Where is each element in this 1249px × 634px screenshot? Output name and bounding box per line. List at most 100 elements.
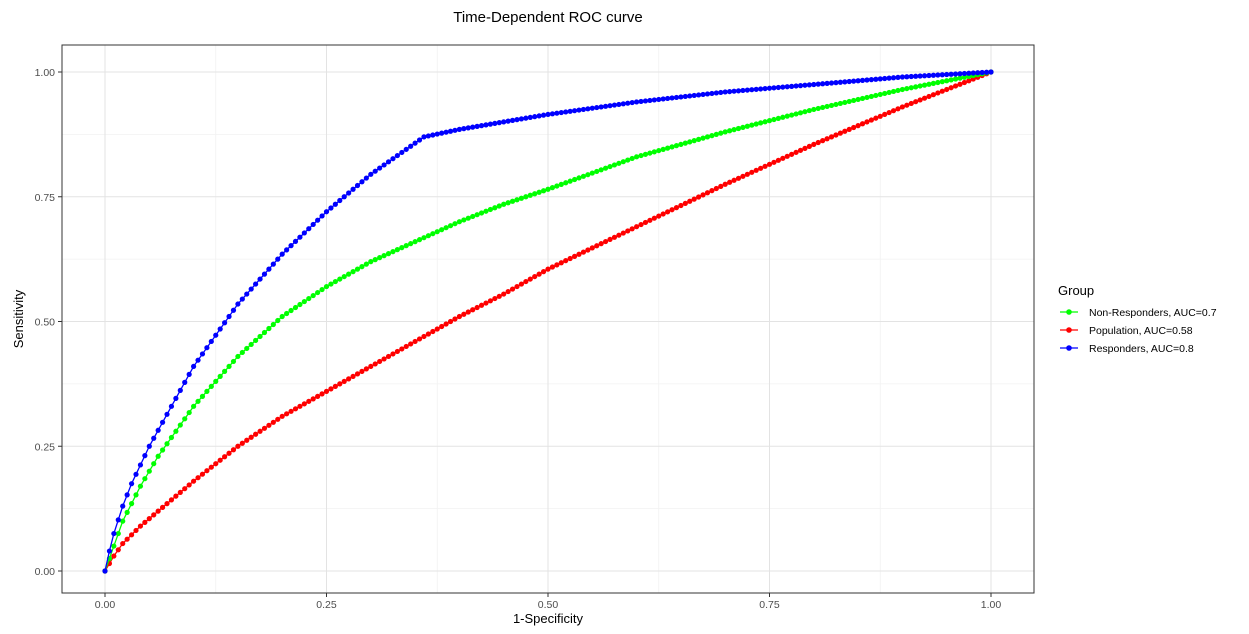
data-point [168,434,175,441]
data-point [704,91,711,97]
series-group [102,69,994,574]
data-point [580,173,587,179]
data-point [620,230,626,236]
data-point [696,136,702,142]
data-point [111,553,117,559]
data-point [647,97,653,104]
data-point [576,175,582,181]
y-tick-label: 0.50 [35,317,56,329]
data-point [797,83,804,89]
data-point [483,122,489,128]
data-point [842,128,848,134]
data-point [434,326,440,332]
data-point [430,132,436,138]
data-point [882,111,888,118]
data-point [594,243,600,249]
y-tick-label: 0.25 [35,441,56,453]
data-point [439,130,445,136]
data-point [864,94,870,101]
data-point [492,120,498,126]
data-point [204,468,210,474]
data-point [961,79,968,86]
data-point [620,159,626,165]
data-point [567,255,573,262]
data-point [571,108,578,114]
data-point [749,87,755,93]
data-point [930,80,937,86]
data-point [607,103,613,109]
data-point [665,145,671,151]
legend-key-point [1066,309,1072,315]
data-point [253,431,259,437]
data-point [279,313,285,320]
data-point [753,167,759,173]
y-axis-label: Sensitivity [11,289,26,348]
data-point [151,435,157,441]
data-point [257,333,263,340]
data-point [948,71,954,77]
data-point [837,79,843,85]
data-point [461,217,467,223]
data-point [208,338,214,345]
data-point [403,146,409,152]
data-point [470,213,476,220]
data-point [758,120,764,126]
data-point [722,89,728,95]
data-point [917,97,923,103]
data-point [890,75,897,81]
data-point [895,106,901,112]
data-point [886,75,892,81]
data-point [957,81,963,87]
data-point [762,163,768,169]
data-point [744,123,750,129]
data-point [651,149,657,155]
data-point [766,161,773,167]
data-point [988,69,994,75]
data-point [532,191,538,197]
data-point [682,200,688,206]
data-point [146,468,152,474]
data-point [439,323,445,330]
data-point [394,348,400,355]
data-point [390,351,396,357]
data-point [346,376,352,382]
data-point [275,416,281,422]
data-point [235,443,241,449]
data-point [381,356,387,362]
data-point [297,301,303,308]
data-point [704,190,711,196]
data-point [895,74,901,80]
data-point [319,391,325,397]
data-point [350,269,356,275]
legend-key-point [1066,327,1072,333]
data-point [483,208,489,214]
data-point [474,212,480,218]
data-point [230,307,237,313]
data-point [159,504,166,510]
data-point [718,130,724,136]
data-point [598,104,604,110]
data-point [966,78,972,84]
data-point [775,84,781,91]
data-point [195,357,201,363]
data-point [496,203,502,209]
data-point [452,221,458,227]
data-point [297,403,303,409]
data-point [647,150,653,156]
data-point [948,77,954,83]
data-point [319,286,325,293]
data-point [709,90,715,97]
data-point [323,388,330,394]
x-axis-label: 1-Specificity [513,611,584,626]
data-point [394,247,400,253]
data-point [111,530,117,537]
data-point [634,99,640,105]
data-point [828,102,835,109]
data-point [456,219,462,225]
data-point [328,281,334,287]
legend-key-point [1066,345,1072,351]
data-point [509,198,516,204]
data-point [359,368,365,374]
data-point [802,145,808,151]
